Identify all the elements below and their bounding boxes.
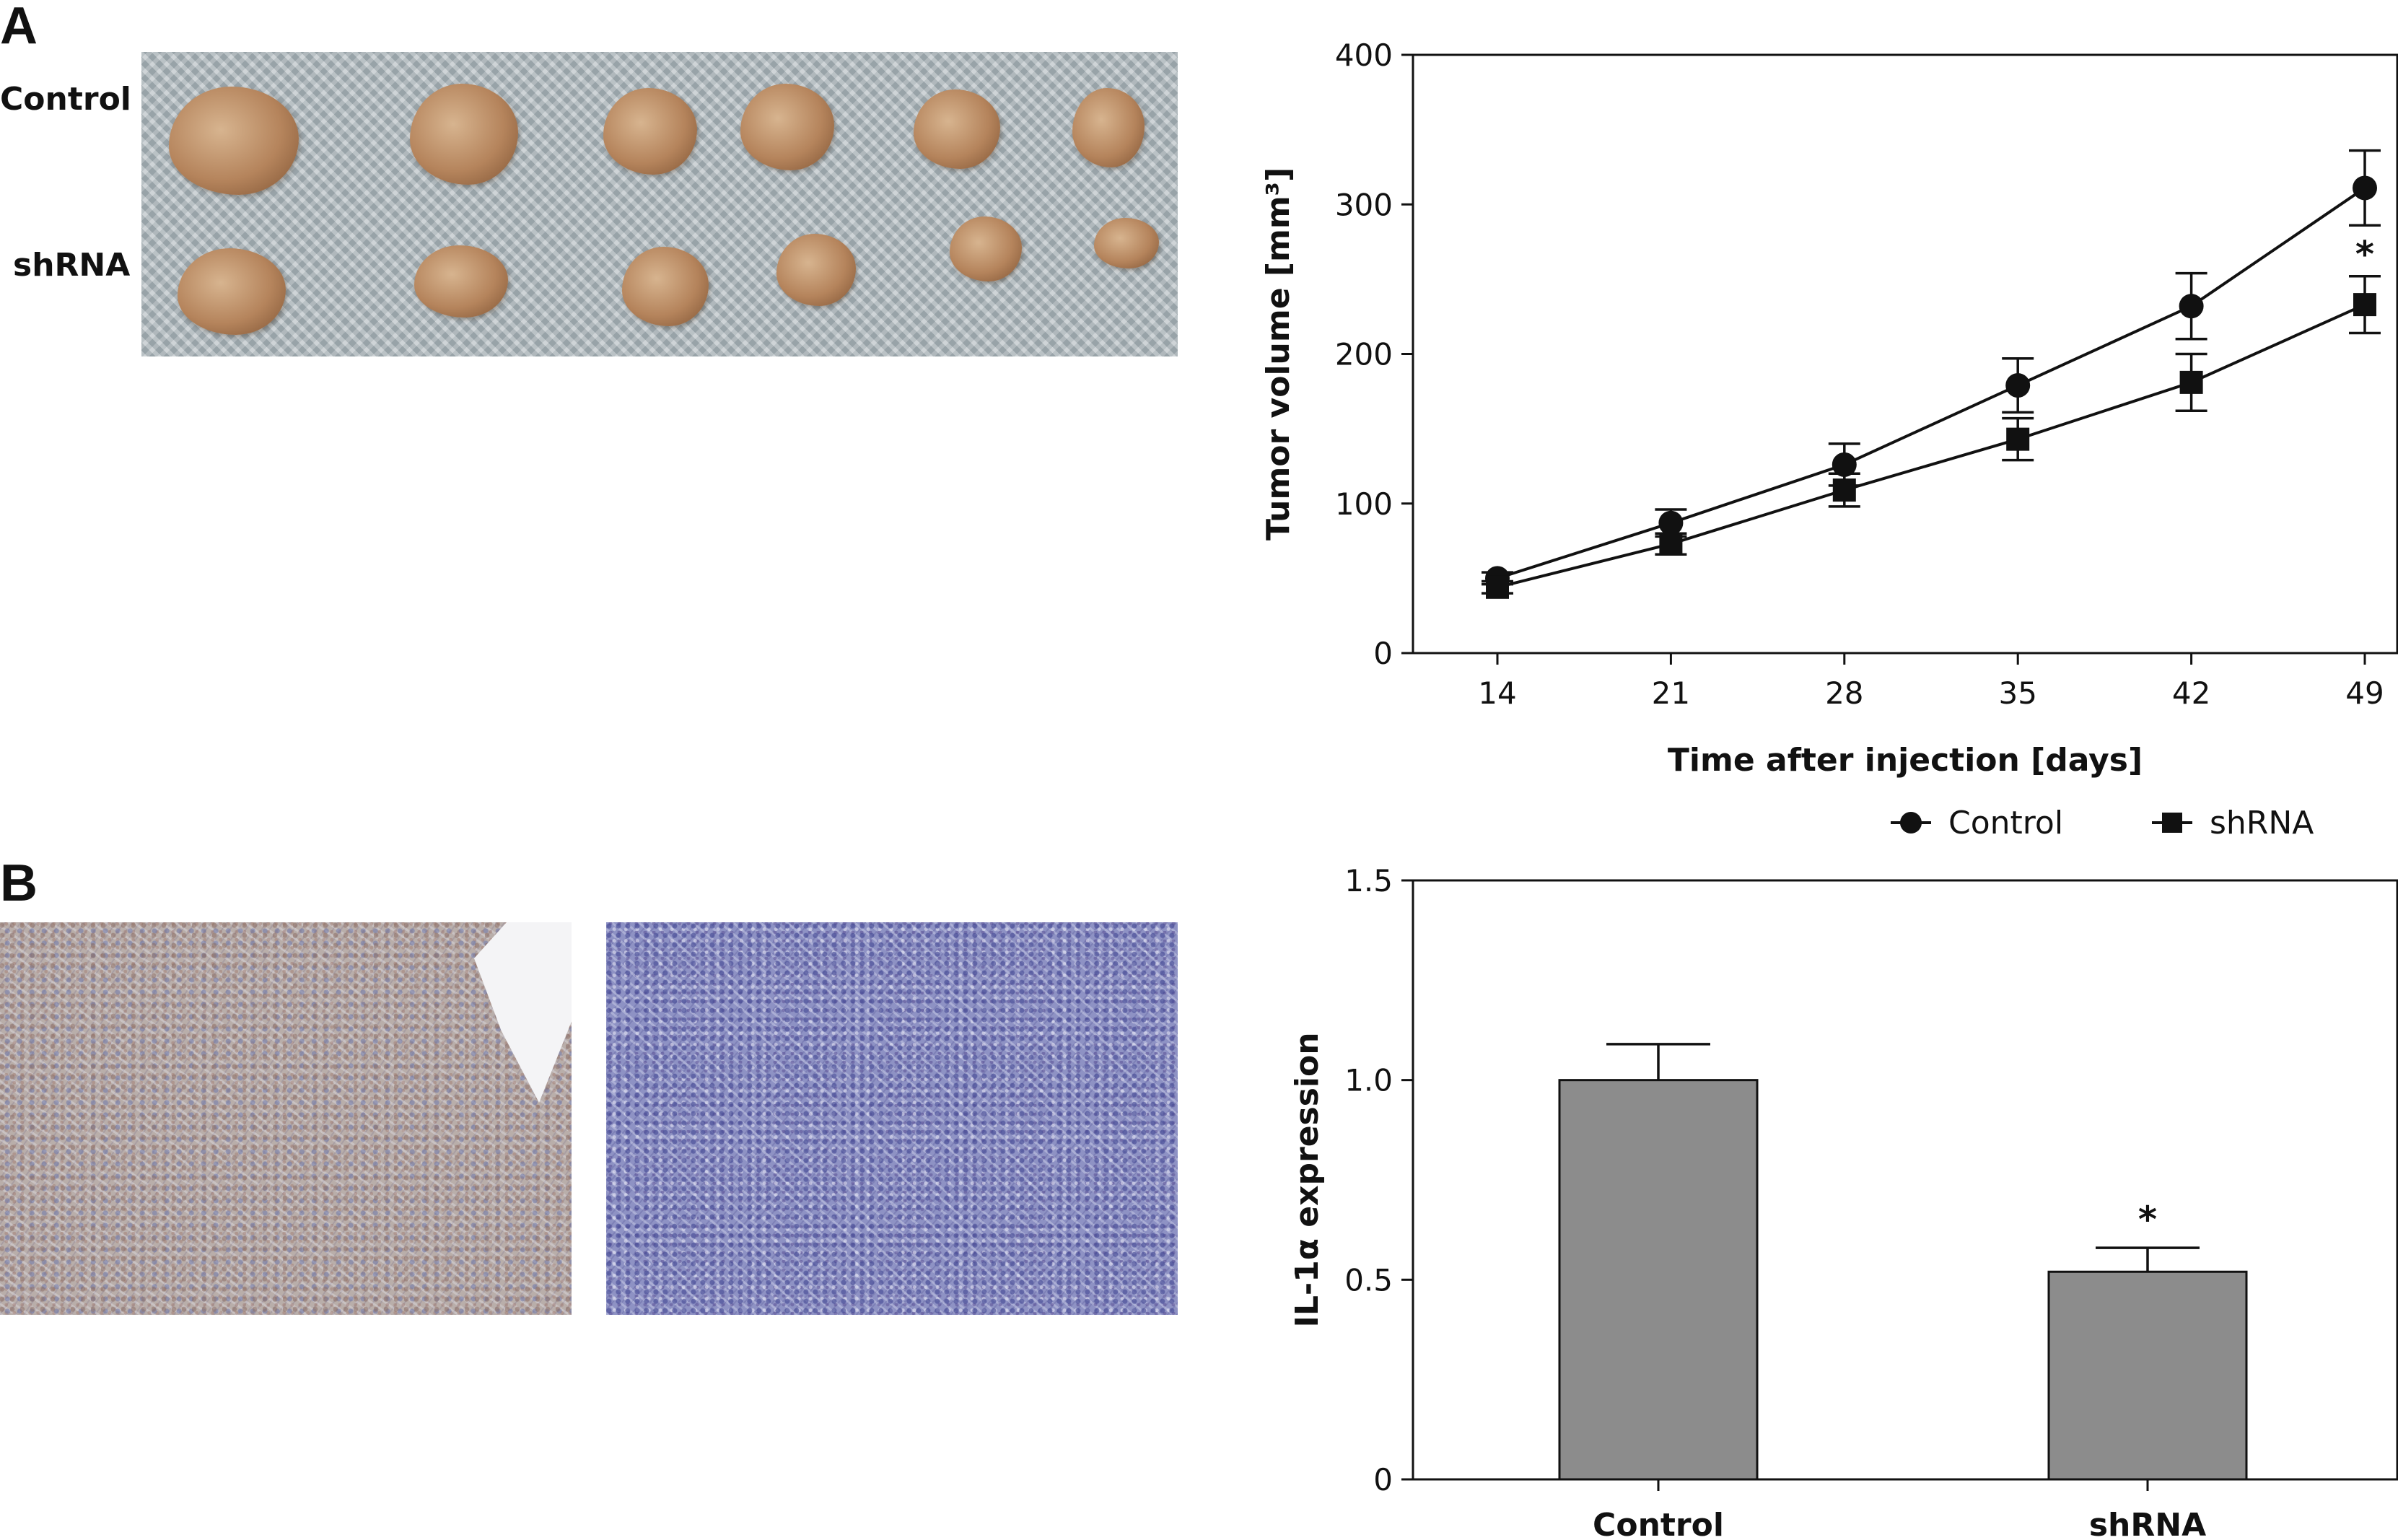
y-tick-label: 1.0: [1344, 1063, 1393, 1098]
y-tick-label: 0: [1373, 636, 1393, 671]
data-point-control: [1658, 510, 1684, 535]
tumor-shrna-5: [950, 216, 1022, 281]
tumor-control-1: [169, 87, 299, 195]
category-label-shrna: shRNA: [2089, 1507, 2206, 1540]
significance-marker: *: [2138, 1199, 2157, 1241]
tumor-shrna-3: [622, 247, 709, 326]
y-tick-label: 0: [1373, 1462, 1393, 1497]
y-tick-label: 200: [1335, 337, 1393, 372]
y-tick-label: 400: [1335, 38, 1393, 73]
data-point-shrna: [2006, 427, 2030, 451]
tumor-shrna-1: [178, 248, 286, 335]
tumor-control-5: [914, 89, 1000, 169]
tumor-shrna-6: [1094, 218, 1159, 268]
tumor-photo: [141, 52, 1178, 356]
tumor-volume-line-chart: 0 100 200 300 400 14 21 28 35 42 49 Time after inje…: [1260, 38, 2398, 841]
plot-frame: [1412, 879, 2398, 1481]
x-tick-label: 14: [1478, 675, 1516, 711]
significance-marker: *: [2355, 233, 2374, 275]
y-axis-title: Tumor volume [mm³]: [1260, 167, 1297, 541]
ihc-image-control: [0, 922, 572, 1315]
y-axis-title: IL-1α expression: [1289, 1032, 1326, 1327]
data-point-shrna: [1832, 478, 1856, 502]
y-tick-label: 100: [1335, 486, 1393, 522]
data-point-shrna: [2179, 370, 2203, 394]
data-point-shrna: [2353, 293, 2376, 317]
data-point-control: [2179, 294, 2204, 319]
tumor-shrna-2: [414, 245, 508, 318]
x-tick-label: 21: [1652, 675, 1690, 711]
ihc-image-shrna: [606, 922, 1178, 1315]
bar-control: [1558, 1079, 1759, 1481]
tumor-control-4: [740, 84, 834, 170]
category-label-control: Control: [1593, 1507, 1724, 1540]
y-tick-label: 300: [1335, 187, 1393, 222]
panel-label-b: B: [0, 854, 38, 912]
photo-row-label-control: Control: [0, 81, 131, 118]
data-point-control: [1832, 452, 1857, 477]
data-point-shrna: [1659, 532, 1683, 556]
data-point-control: [2353, 175, 2377, 201]
plot-frame: [1412, 53, 2398, 655]
x-tick-label: 49: [2345, 675, 2384, 711]
x-tick-label: 28: [1825, 675, 1863, 711]
data-point-shrna: [1486, 575, 1509, 599]
tumor-control-2: [410, 84, 518, 185]
series-line-control: [1497, 186, 2366, 580]
y-tick-label: 0.5: [1344, 1262, 1393, 1298]
legend-label-shrna: shRNA: [2210, 805, 2314, 841]
legend-label-control: Control: [1948, 805, 2063, 841]
bar-shrna: [2047, 1270, 2248, 1481]
il1a-expression-bar-chart: 0 0.5 1.0 1.5 IL-1α expression Control shRNA *: [1289, 863, 2398, 1540]
x-axis-title: Time after injection [days]: [1668, 742, 2143, 779]
x-tick-label: 42: [2172, 675, 2210, 711]
tumor-shrna-4: [776, 234, 856, 306]
x-tick-label: 35: [1998, 675, 2036, 711]
y-tick-label: 1.5: [1344, 863, 1393, 898]
panel-label-a: A: [0, 0, 38, 55]
data-point-control: [2005, 373, 2031, 398]
legend-marker-control: [1900, 812, 1922, 834]
legend-marker-shrna: [2162, 813, 2182, 833]
tumor-control-3: [603, 88, 697, 175]
photo-row-label-shrna: shRNA: [13, 247, 131, 284]
tumor-control-6: [1072, 88, 1145, 167]
series-line-shrna: [1497, 303, 2366, 589]
